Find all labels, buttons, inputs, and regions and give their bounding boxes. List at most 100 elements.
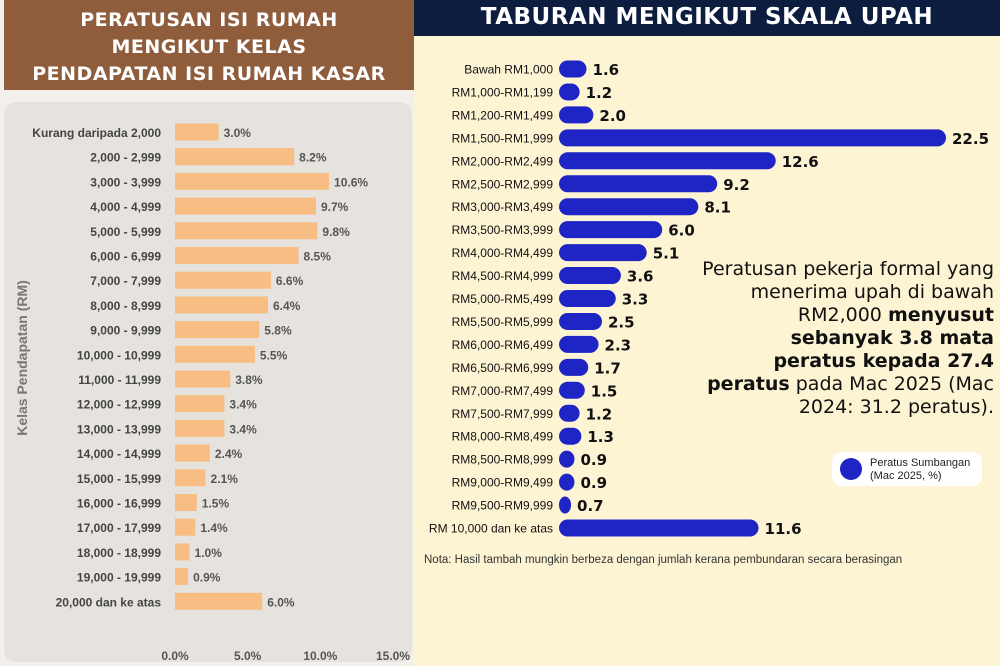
category-label: RM3,500-RM3,999 [452,223,554,237]
left-title-line-1: PERATUSAN ISI RUMAH [80,9,338,31]
value-label: 11.6 [765,520,802,538]
value-label: 5.5% [260,348,288,362]
category-label: RM 10,000 dan ke atas [429,522,553,536]
category-label: 5,000 - 5,999 [90,225,161,239]
annotation-plain-2: pada Mac 2025 (Mac 2024: 31.2 peratus). [795,373,994,418]
bar [559,496,572,514]
value-label: 0.9 [580,451,607,469]
bar [175,395,225,413]
x-tick-label: 10.0% [303,649,337,663]
category-label: RM9,000-RM9,499 [452,476,554,490]
value-label: 3.4% [229,422,257,436]
income-class-bar-chart: Kurang daripada 2,000 3.0% 2,000 - 2,999 8.… [32,123,410,663]
right-title-banner [414,0,1000,36]
category-label: 9,000 - 9,999 [90,324,161,338]
category-label: 2,000 - 2,999 [90,151,161,165]
value-label: 6.0 [668,222,695,240]
bar [559,381,585,399]
value-label: 5.1 [653,245,680,263]
bar [175,271,271,289]
bar [175,345,255,363]
value-label: 3.4% [229,398,257,412]
left-title-line-2: MENGIKUT KELAS [111,36,307,58]
legend-swatch [840,458,862,480]
value-label: 2.4% [215,447,243,461]
category-label: 6,000 - 6,999 [90,250,161,264]
value-label: 22.5 [952,130,989,148]
footnote: Nota: Hasil tambah mungkin berbeza denga… [424,554,903,566]
bar [559,290,616,307]
value-label: 3.0% [224,126,252,140]
bar [175,568,189,586]
bar [175,469,206,487]
bar [559,106,594,124]
bar [559,358,589,376]
category-label: RM8,500-RM8,999 [452,453,554,467]
category-label: 3,000 - 3,999 [90,175,161,189]
value-label: 1.3 [587,428,614,446]
category-label: RM1,200-RM1,499 [452,108,554,122]
bar [559,198,699,216]
category-label: RM2,500-RM2,999 [452,177,554,191]
value-label: 1.4% [200,521,228,535]
value-label: 9.2 [723,176,750,194]
bar [175,172,330,190]
category-label: RM4,500-RM4,999 [452,269,554,283]
value-label: 12.6 [782,153,819,171]
category-label: 19,000 - 19,999 [77,571,161,585]
bar [175,518,196,536]
value-label: 3.3 [622,291,649,309]
category-label: RM1,500-RM1,999 [452,131,554,145]
legend-label-line-2: (Mac 2025, %) [870,470,942,482]
category-label: 15,000 - 15,999 [77,472,161,486]
value-label: 8.2% [299,151,327,165]
category-label: 20,000 dan ke atas [56,595,162,609]
value-label: 6.4% [273,299,301,313]
legend: Peratus Sumbangan (Mac 2025, %) [832,452,982,486]
x-tick-label: 15.0% [376,649,410,663]
category-label: RM9,500-RM9,999 [452,499,554,513]
value-label: 8.1 [704,199,731,217]
category-label: RM5,500-RM5,999 [452,315,554,329]
value-label: 2.5 [608,313,635,331]
bar [559,404,580,422]
left-panel: PERATUSAN ISI RUMAH MENGIKUT KELAS PENDA… [0,0,414,666]
bar [175,444,210,462]
value-label: 9.7% [321,200,349,214]
bar [175,592,263,610]
bar [559,244,647,262]
bar [175,494,197,511]
bar [175,197,316,215]
legend-label: Peratus Sumbangan (Mac 2025, %) [870,457,982,483]
x-tick-label: 0.0% [161,649,189,663]
bar [175,247,299,264]
category-label: RM2,000-RM2,499 [452,154,554,168]
legend-label-line-1: Peratus Sumbangan [870,457,971,469]
bar [559,427,582,445]
category-label: 12,000 - 12,999 [77,398,161,412]
value-label: 6.6% [276,274,304,288]
value-label: 10.6% [334,175,368,189]
bar [175,296,269,314]
bar [559,221,663,239]
value-label: 2.1% [211,472,239,486]
value-label: 1.5% [202,497,230,511]
category-label: 4,000 - 4,999 [90,200,161,214]
category-label: 8,000 - 8,999 [90,299,161,313]
category-label: RM3,000-RM3,499 [452,200,554,214]
category-label: RM5,000-RM5,499 [452,292,554,306]
bar [559,519,759,537]
value-label: 2.0 [599,107,626,125]
annotation-bold: menyusut sebanyak 3.8 mata peratus kepad… [707,304,994,395]
bar [175,148,295,166]
bar [559,152,776,170]
category-label: RM7,000-RM7,499 [452,384,554,398]
bar [559,335,599,353]
category-label: 10,000 - 10,999 [77,348,161,362]
category-label: 17,000 - 17,999 [77,521,161,535]
value-label: 6.0% [267,595,295,609]
category-label: RM1,000-RM1,199 [452,85,554,99]
x-tick-label: 5.0% [234,649,262,663]
left-title-line-3: PENDAPATAN ISI RUMAH KASAR [32,63,386,85]
category-label: RM6,000-RM6,499 [452,338,554,352]
